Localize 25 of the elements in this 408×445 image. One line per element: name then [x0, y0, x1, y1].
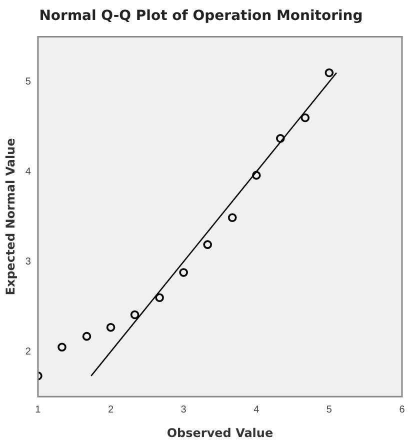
- y-axis-title: Expected Normal Value: [3, 138, 18, 296]
- point: [58, 342, 66, 352]
- x-tick-label: 1: [35, 404, 42, 416]
- point: [155, 293, 164, 302]
- point: [228, 213, 237, 222]
- point: [276, 134, 285, 143]
- point: [252, 170, 261, 180]
- point: [179, 268, 188, 277]
- x-tick-label: 4: [254, 404, 260, 416]
- point: [130, 310, 140, 320]
- y-tick-label: 3: [25, 256, 32, 268]
- x-tick-label: 2: [108, 404, 114, 416]
- point: [203, 240, 212, 249]
- point: [300, 113, 310, 122]
- x-tick-label: 6: [399, 404, 406, 416]
- y-tick-label: 2: [25, 346, 32, 358]
- chart-title: Normal Q-Q Plot of Operation Monitoring: [39, 8, 363, 24]
- x-axis-title: Observed Value: [166, 426, 274, 440]
- y-tick-label: 5: [25, 76, 32, 88]
- x-tick-label: 5: [326, 404, 332, 416]
- point: [82, 332, 92, 341]
- point: [106, 322, 116, 332]
- x-tick-label: 3: [180, 404, 187, 416]
- y-tick-label: 4: [25, 166, 32, 178]
- point: [324, 68, 334, 78]
